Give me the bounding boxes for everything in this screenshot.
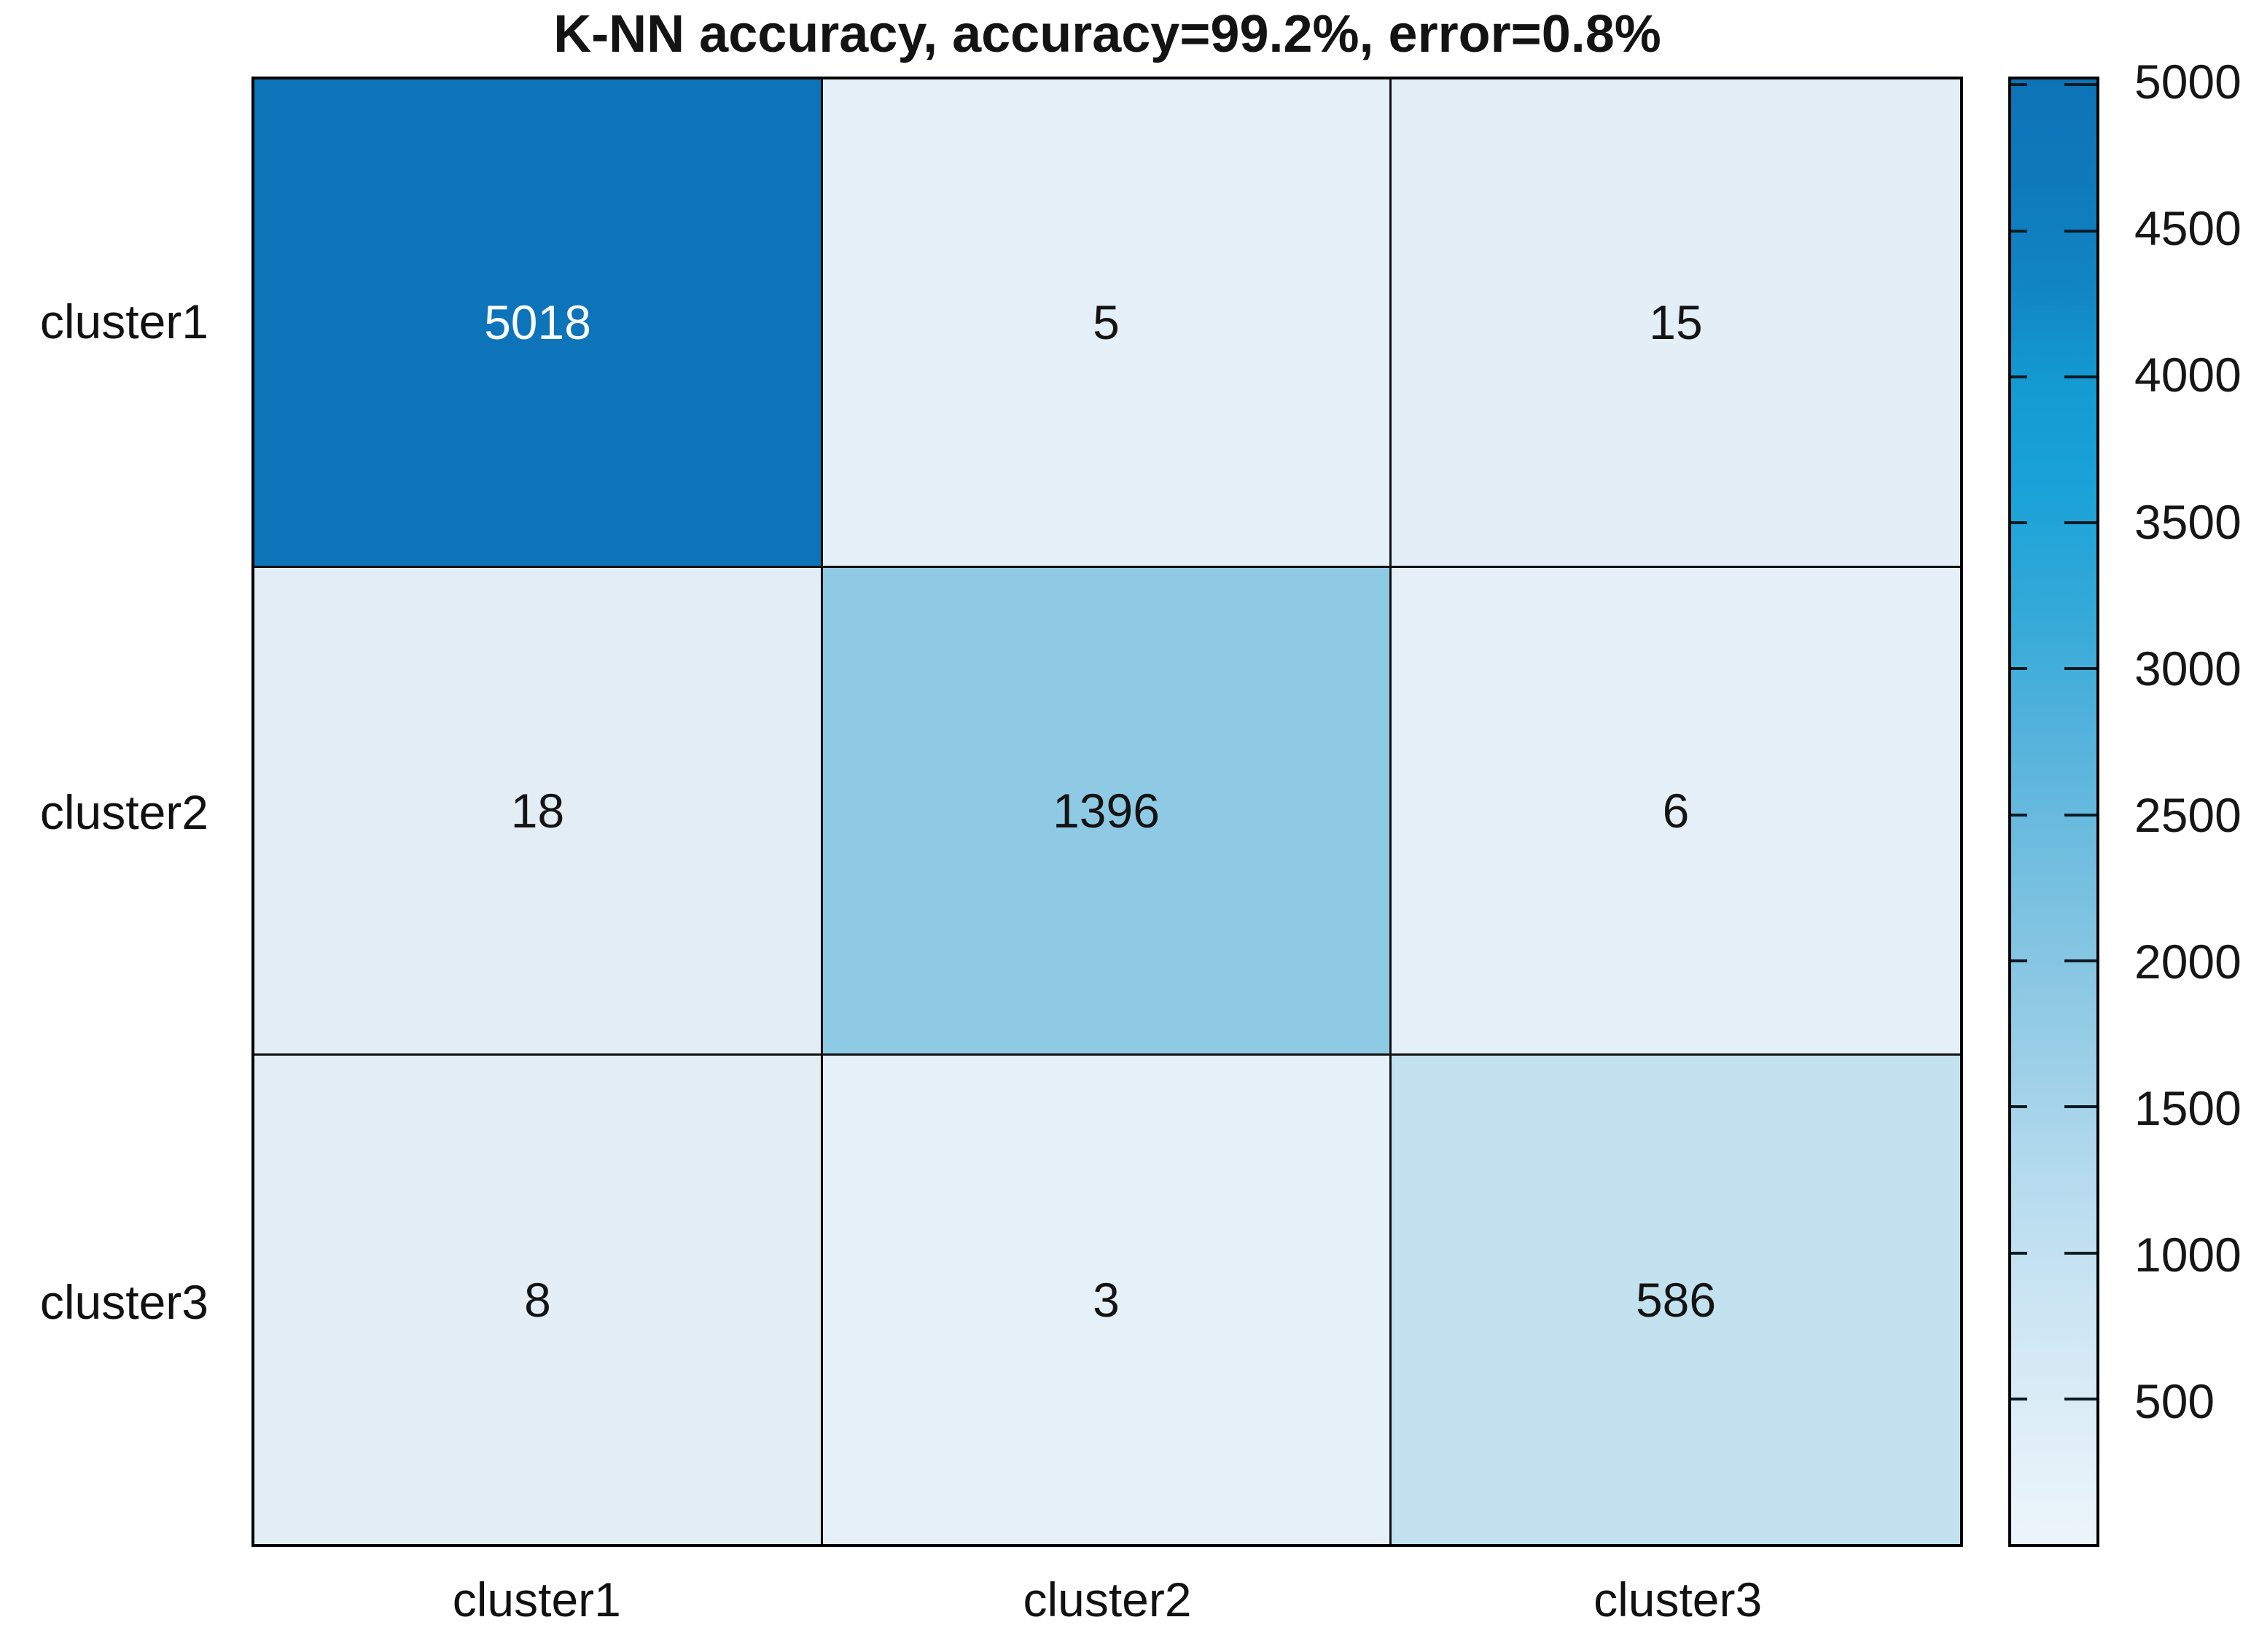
colorbar-tick [2064,813,2096,817]
cell-value: 5018 [484,295,591,350]
heatmap-cell-r1c1: 5018 [254,79,823,568]
x-axis-label: cluster3 [1593,1573,1763,1626]
heatmap-cell-r1c3: 15 [1392,79,1960,568]
colorbar-tick [2011,959,2027,962]
colorbar-tick-label: 5000 [2134,55,2242,109]
colorbar-tick-label: 1500 [2134,1080,2242,1135]
colorbar-tick [2011,521,2027,525]
heatmap-cell-r2c2: 1396 [823,567,1392,1056]
cell-value: 6 [1662,783,1690,838]
heatmap-cell-r2c3: 6 [1392,567,1960,1056]
x-axis-labels: cluster1 cluster2 cluster3 [251,1572,1963,1637]
colorbar-tick [2011,1397,2027,1400]
colorbar [2008,77,2099,1547]
y-axis-label: cluster2 [39,784,208,839]
colorbar-tick-labels: 5000 4500 4000 3500 3000 2500 2000 1500 1000 500 [2134,55,2251,1547]
colorbar-tick [2064,521,2096,525]
cell-value: 5 [1093,295,1120,350]
colorbar-tick-label: 2000 [2134,934,2242,989]
x-axis-label: cluster2 [1023,1573,1192,1626]
colorbar-tick-label: 2500 [2134,787,2242,842]
colorbar-tick [2011,1251,2027,1255]
colorbar-tick [2064,1105,2096,1109]
cell-value: 586 [1635,1273,1717,1328]
colorbar-tick [2064,229,2096,233]
chart-title: K-NN accuracy, accuracy=99.2%, error=0.8… [553,5,1661,63]
heatmap-axes: 5018 5 15 18 1396 6 8 3 586 [251,77,1963,1547]
heatmap-cell-r1c2: 5 [823,79,1392,568]
colorbar-tick [2011,83,2027,87]
colorbar-tick-label: 4500 [2134,201,2242,256]
x-axis-label: cluster1 [452,1573,621,1626]
heatmap-cell-r3c3: 586 [1392,1056,1960,1544]
colorbar-tick [2011,229,2027,233]
y-axis-label: cluster1 [39,295,208,349]
colorbar-tick [2064,1251,2096,1255]
colorbar-tick-label: 3000 [2134,641,2242,696]
colorbar-tick-label: 3500 [2134,494,2242,549]
colorbar-tick [2064,667,2096,671]
cell-value: 18 [510,783,565,838]
colorbar-tick [2064,83,2096,87]
colorbar-tick [2064,959,2096,962]
colorbar-tick [2064,375,2096,378]
y-axis-labels: cluster1 cluster2 cluster3 [0,77,229,1547]
cell-value: 1396 [1053,783,1160,838]
colorbar-tick-label: 500 [2134,1374,2215,1429]
colorbar-tick [2011,375,2027,378]
cell-value: 8 [524,1273,551,1328]
y-axis-label: cluster3 [39,1274,208,1329]
colorbar-tick [2011,1105,2027,1109]
colorbar-tick [2011,667,2027,671]
heatmap-cell-r2c1: 18 [254,567,823,1056]
colorbar-tick [2011,813,2027,817]
colorbar-tick-label: 4000 [2134,348,2242,402]
colorbar-tick [2064,1397,2096,1400]
cell-value: 15 [1649,295,1703,350]
heatmap-cell-r3c2: 3 [823,1056,1392,1544]
colorbar-tick-label: 1000 [2134,1228,2242,1282]
heatmap-cell-r3c1: 8 [254,1056,823,1544]
cell-value: 3 [1093,1273,1120,1328]
